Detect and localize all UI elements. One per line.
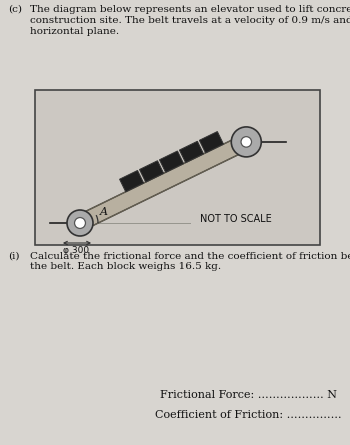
Bar bbox=[35, 90, 320, 245]
Polygon shape bbox=[77, 135, 250, 230]
Polygon shape bbox=[180, 141, 204, 162]
Text: Frictional Force: ……………… N: Frictional Force: ……………… N bbox=[160, 390, 337, 400]
Text: The diagram below represents an elevator used to lift concrete blocks to upper l: The diagram below represents an elevator… bbox=[30, 5, 350, 14]
Polygon shape bbox=[160, 151, 184, 172]
Text: construction site. The belt travels at a velocity of 0.9 m/s and is inclined at : construction site. The belt travels at a… bbox=[30, 16, 350, 25]
Text: Coefficient of Friction: ……………: Coefficient of Friction: …………… bbox=[155, 410, 342, 420]
Circle shape bbox=[67, 210, 93, 236]
Circle shape bbox=[241, 137, 252, 147]
Text: NOT TO SCALE: NOT TO SCALE bbox=[200, 214, 272, 224]
Text: φ 300: φ 300 bbox=[63, 246, 89, 255]
Text: A: A bbox=[100, 207, 108, 217]
Text: horizontal plane.: horizontal plane. bbox=[30, 27, 119, 36]
Text: Calculate the frictional force and the coefficient of friction between each bloc: Calculate the frictional force and the c… bbox=[30, 252, 350, 271]
Polygon shape bbox=[140, 161, 164, 182]
Polygon shape bbox=[120, 170, 144, 192]
Circle shape bbox=[231, 127, 261, 157]
Circle shape bbox=[75, 218, 85, 228]
Polygon shape bbox=[199, 132, 224, 153]
Text: (c): (c) bbox=[8, 5, 22, 14]
Text: (i): (i) bbox=[8, 252, 20, 261]
